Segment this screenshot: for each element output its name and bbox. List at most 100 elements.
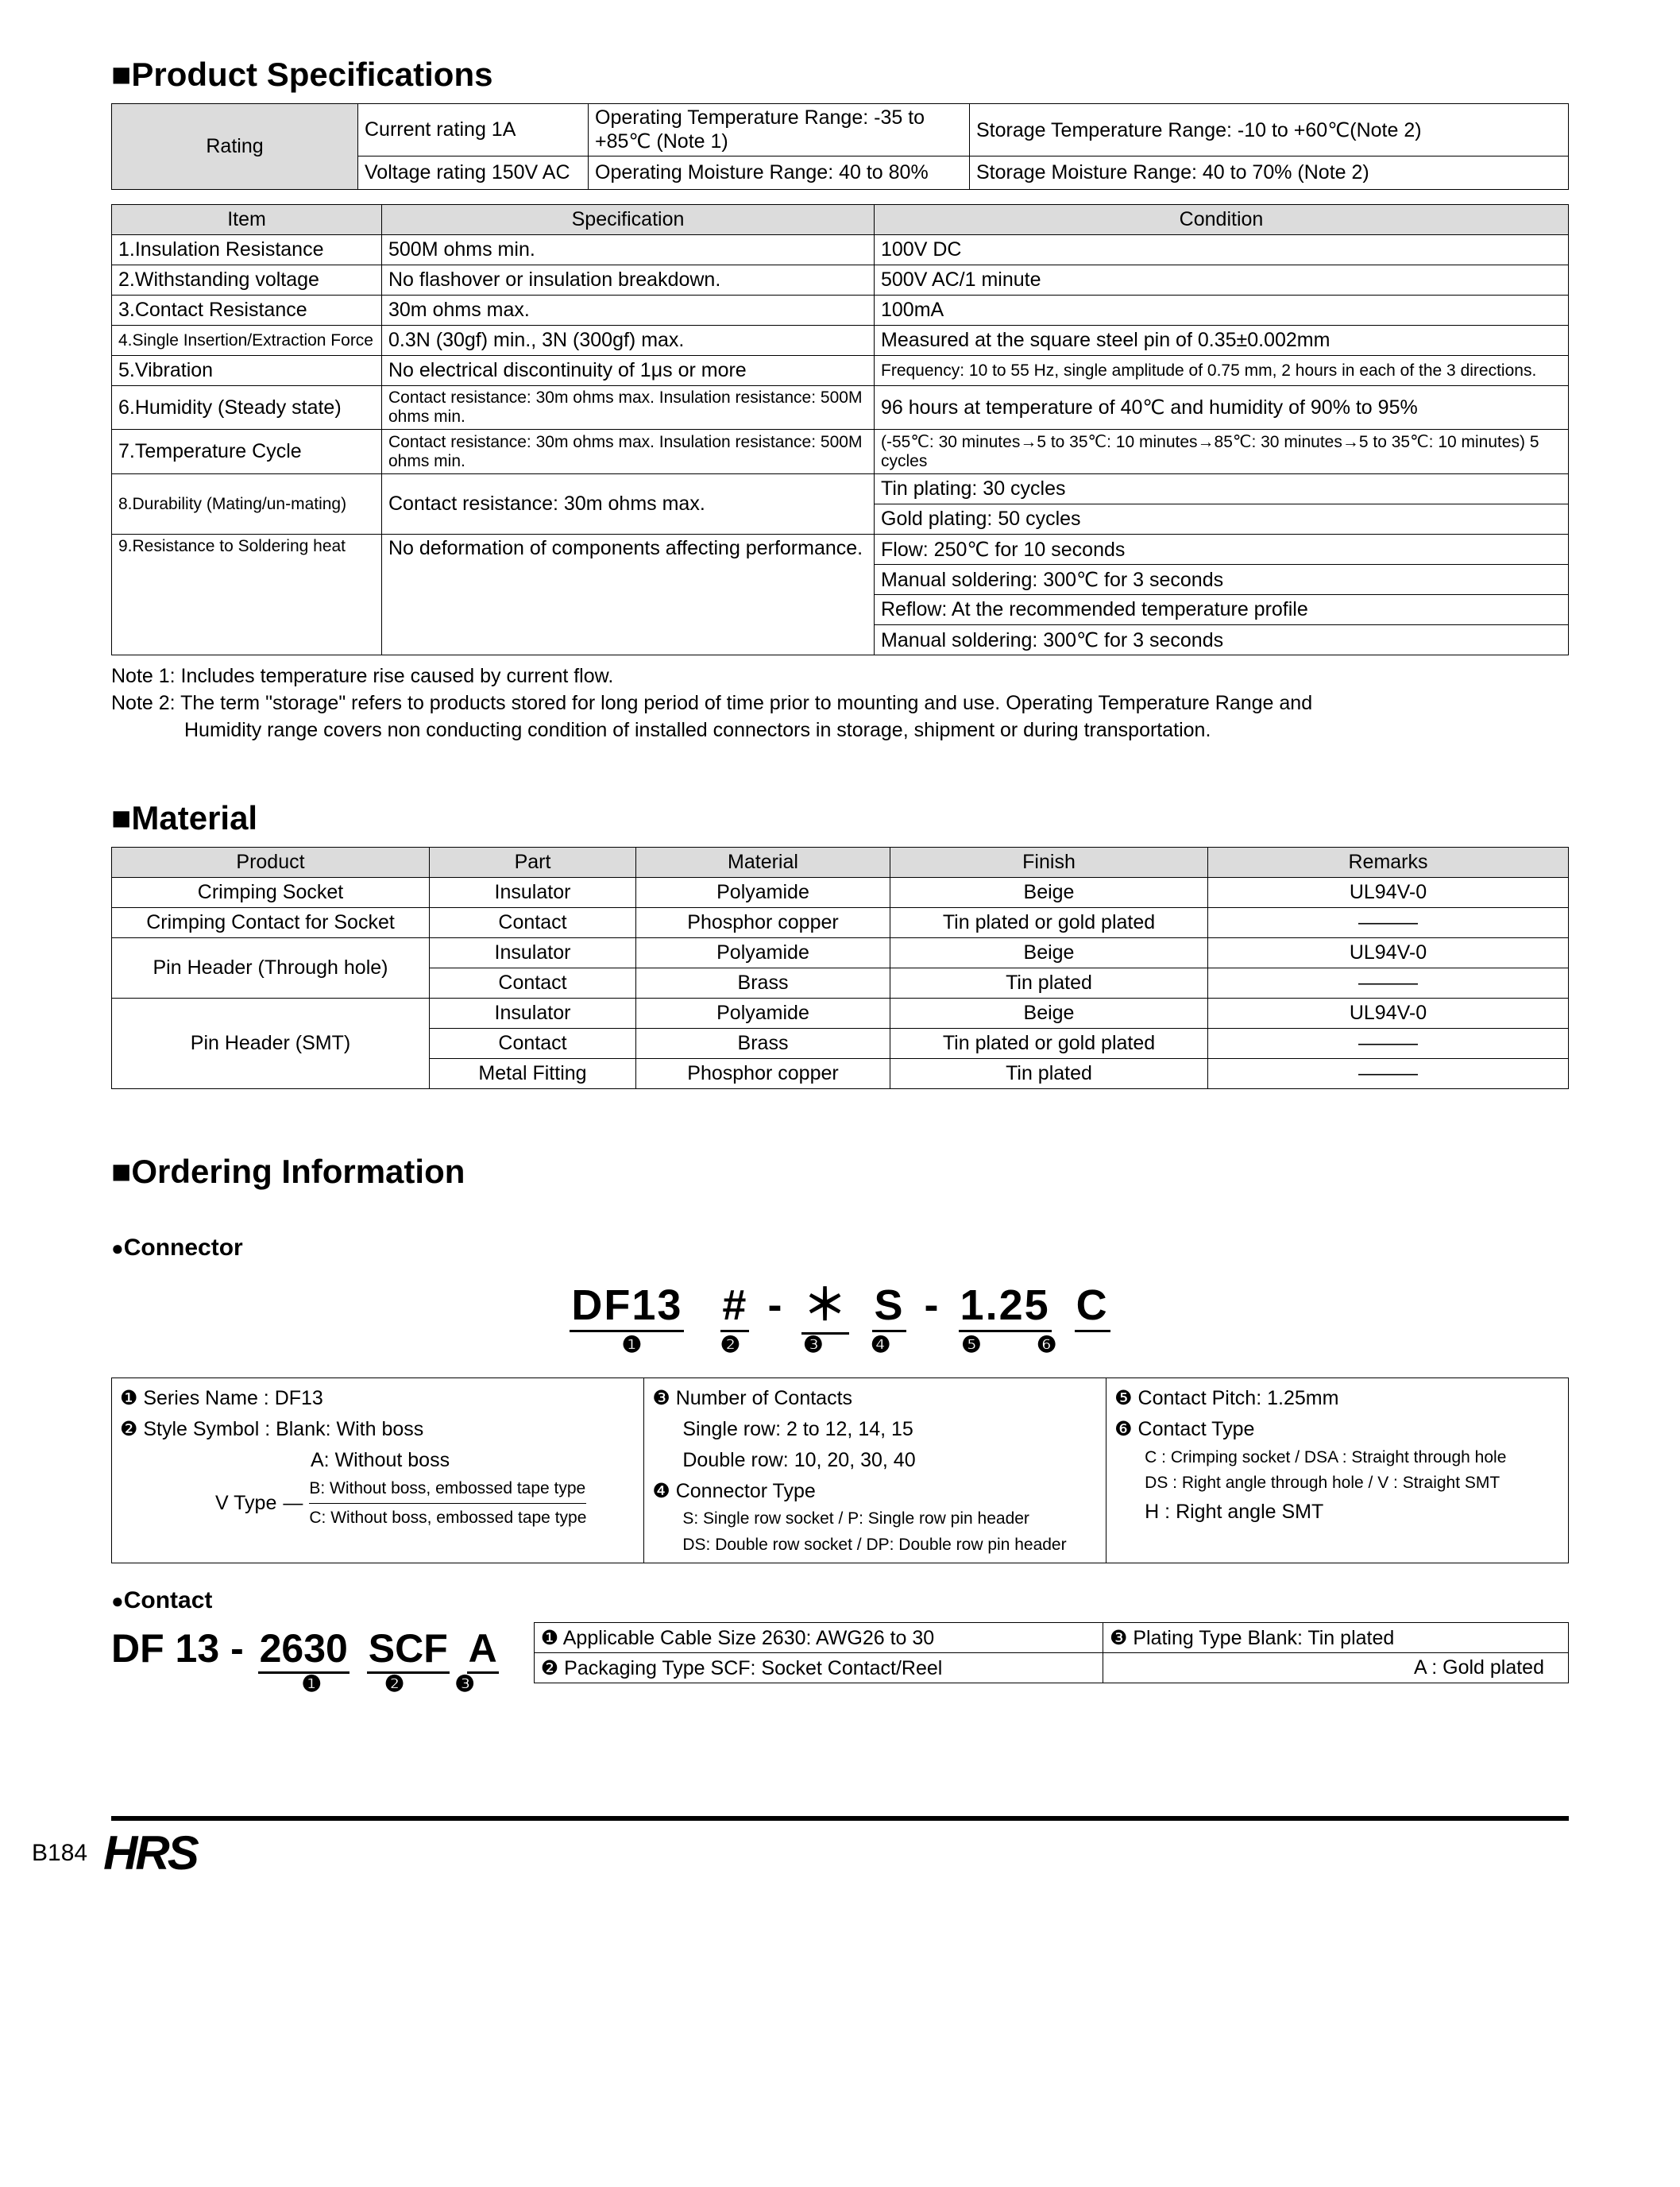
spec-r7-cond: (-55℃: 30 minutes→5 to 35℃: 10 minutes→8… [875,430,1569,474]
contact-section: DF 13 - 2630 SCF A ❶ ❷ ❸ ❶ Applicable Ca… [111,1622,1569,1697]
section-title-spec: ■Product Specifications [111,56,1569,94]
pn-dash-1: - [767,1281,797,1329]
mat-r6-fin: Tin plated [890,1059,1208,1089]
mat-r0-fin: Beige [890,878,1208,908]
spec-r2-cond: 500V AC/1 minute [875,265,1569,296]
spec-r9-item: 9.Resistance to Soldering heat [112,535,382,655]
mat-r5-mat: Brass [636,1029,890,1059]
mat-r2-fin: Beige [890,938,1208,968]
page-number: B184 [32,1840,87,1867]
leg-c3-l1: ❺ Contact Pitch: 1.25mm [1114,1383,1560,1414]
leg-c2-l2: Single row: 2 to 12, 14, 15 [652,1414,1098,1445]
pn-seg-1: DF13 [570,1281,684,1332]
rating-voltage: Voltage rating 150V AC [358,156,589,190]
spec-r5-spec: No electrical discontinuity of 1μs or mo… [382,356,875,386]
pn-seg-6: C [1075,1281,1110,1332]
leg-c1-l1: ❶ Series Name : DF13 [120,1383,635,1414]
spec-table: Item Specification Condition 1.Insulatio… [111,204,1569,655]
rating-sttemp: Storage Temperature Range: -10 to +60℃(N… [970,104,1569,156]
spec-r3-spec: 30m ohms max. [382,296,875,326]
mat-r0-part: Insulator [430,878,636,908]
cpn-s0: DF 13 [111,1626,219,1671]
spec-r8-spec: Contact resistance: 30m ohms max. [382,474,875,535]
mat-hdr-finish: Finish [890,848,1208,878]
rating-stmoist: Storage Moisture Range: 40 to 70% (Note … [970,156,1569,190]
spec-r1-cond: 100V DC [875,235,1569,265]
note-2a: Note 2: The term "storage" refers to pro… [111,690,1569,717]
notes-block: Note 1: Includes temperature rise caused… [111,663,1569,744]
ordering-connector-label: ●Connector [111,1235,1569,1262]
contact-legend-table: ❶ Applicable Cable Size 2630: AWG26 to 3… [534,1622,1569,1683]
leg-vtype: V Type [215,1488,276,1519]
spec-hdr-spec: Specification [382,205,875,235]
leg-c1-l4c: C: Without boss, embossed tape type [309,1504,586,1532]
pn-seg-4: S [872,1281,906,1332]
cpn-s2: SCF [367,1625,450,1674]
mat-r4-fin: Beige [890,999,1208,1029]
cpn-s3: A [467,1625,499,1674]
mat-r1-rem: ——— [1208,908,1569,938]
spec-r9-c1: Flow: 250℃ for 10 seconds [875,535,1569,565]
mat-r1-part: Contact [430,908,636,938]
rating-opmoist: Operating Moisture Range: 40 to 80% [589,156,970,190]
spec-r9-c4: Manual soldering: 300℃ for 3 seconds [875,625,1569,655]
spec-r5-cond: Frequency: 10 to 55 Hz, single amplitude… [875,356,1569,386]
spec-r8-item: 8.Durability (Mating/un-mating) [112,474,382,535]
pn-seg-2: # [720,1281,749,1332]
contact-idx-row: ❶ ❷ ❸ [111,1671,502,1697]
spec-r2-item: 2.Withstanding voltage [112,265,382,296]
partnum-connector: DF13 # - ＊ S - 1.25 C ❶ ❷ ❸ ❹ ❺ ❻ [111,1269,1569,1358]
ctbl-r2c1: ❷ Packaging Type SCF: Socket Contact/Ree… [534,1653,1103,1683]
mat-r2-mat: Polyamide [636,938,890,968]
mat-r3-fin: Tin plated [890,968,1208,999]
leg-c3-l3: C : Crimping socket / DSA : Straight thr… [1114,1445,1560,1471]
page-footer: B184 HRS [111,1816,1569,1880]
mat-r2-rem: UL94V-0 [1208,938,1569,968]
ordering-contact-label: ●Contact [111,1587,1569,1614]
mat-r0-mat: Polyamide [636,878,890,908]
partnum-contact: DF 13 - 2630 SCF A [111,1622,502,1674]
mat-r6-rem: ——— [1208,1059,1569,1089]
brand-logo: HRS [103,1826,197,1880]
mat-r5-part: Contact [430,1029,636,1059]
mat-r2-part: Insulator [430,938,636,968]
mat-r4-mat: Polyamide [636,999,890,1029]
material-table: Product Part Material Finish Remarks Cri… [111,847,1569,1089]
spec-r4-item: 4.Single Insertion/Extraction Force [112,326,382,356]
mat-hdr-part: Part [430,848,636,878]
ctbl-r1c1: ❶ Applicable Cable Size 2630: AWG26 to 3… [534,1623,1103,1653]
spec-r1-item: 1.Insulation Resistance [112,235,382,265]
pn-dash-2: - [925,1281,954,1329]
spec-hdr-item: Item [112,205,382,235]
mat-r2-prod: Pin Header (Through hole) [112,938,430,999]
leg-c2-l4: ❹ Connector Type [652,1476,1098,1507]
leg-c1-l3: A: Without boss [120,1445,635,1476]
spec-r4-spec: 0.3N (30gf) min., 3N (300gf) max. [382,326,875,356]
rating-optemp: Operating Temperature Range: -35 to +85℃… [589,104,970,156]
spec-r9-c3: Reflow: At the recommended temperature p… [875,595,1569,625]
pn-seg-5: 1.25 [959,1281,1052,1332]
spec-r6-spec: Contact resistance: 30m ohms max. Insula… [382,386,875,430]
mat-r1-fin: Tin plated or gold plated [890,908,1208,938]
cpn-dash: - [230,1626,255,1671]
spec-r7-spec: Contact resistance: 30m ohms max. Insula… [382,430,875,474]
mat-r3-part: Contact [430,968,636,999]
leg-c3-l4: DS : Right angle through hole / V : Stra… [1114,1470,1560,1497]
mat-r4-rem: UL94V-0 [1208,999,1569,1029]
spec-r2-spec: No flashover or insulation breakdown. [382,265,875,296]
leg-c3-l5: H : Right angle SMT [1114,1497,1560,1528]
spec-r6-item: 6.Humidity (Steady state) [112,386,382,430]
ctbl-r2c2: A : Gold plated [1103,1653,1569,1683]
spec-r7-item: 7.Temperature Cycle [112,430,382,474]
spec-r9-spec: No deformation of components affecting p… [382,535,875,655]
mat-r4-part: Insulator [430,999,636,1029]
mat-r1-mat: Phosphor copper [636,908,890,938]
leg-c2-l1: ❸ Number of Contacts [652,1383,1098,1414]
mat-hdr-remarks: Remarks [1208,848,1569,878]
rating-current: Current rating 1A [358,104,589,156]
mat-hdr-material: Material [636,848,890,878]
spec-r8-c1: Tin plating: 30 cycles [875,474,1569,504]
spec-r8-c2: Gold plating: 50 cycles [875,504,1569,535]
mat-r5-rem: ——— [1208,1029,1569,1059]
leg-c2-l3: Double row: 10, 20, 30, 40 [652,1445,1098,1476]
